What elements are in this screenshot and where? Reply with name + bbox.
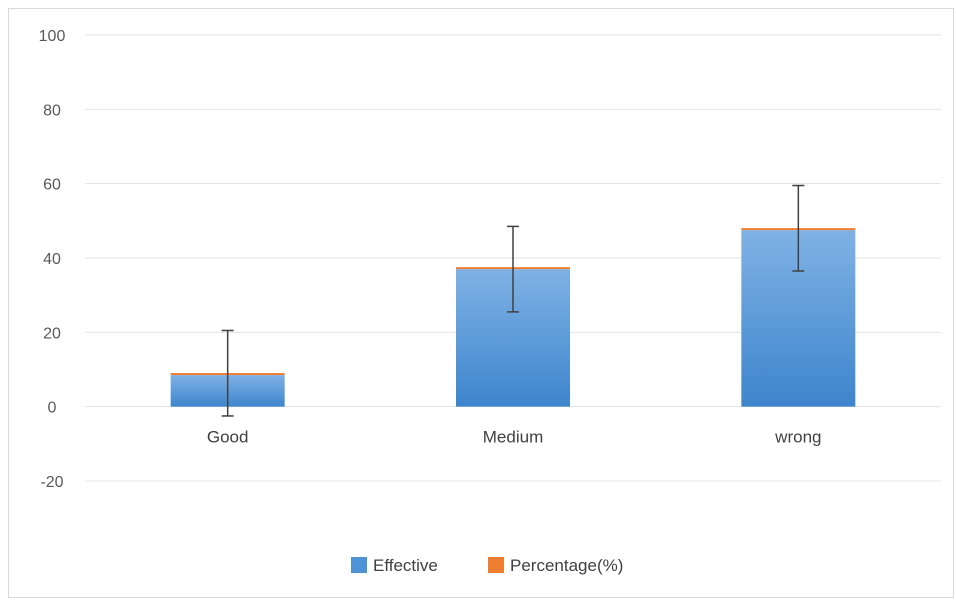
y-tick-label: -20 bbox=[40, 474, 63, 491]
x-category-label: wrong bbox=[774, 428, 821, 447]
x-category-label: Good bbox=[207, 428, 249, 447]
y-tick-label: 100 bbox=[39, 28, 66, 45]
y-tick-label: 0 bbox=[48, 400, 57, 417]
x-axis-categories: Good Medium wrong bbox=[207, 428, 822, 447]
legend-swatch bbox=[351, 557, 367, 573]
y-tick-label: 20 bbox=[43, 325, 61, 342]
error-bars bbox=[221, 184, 805, 417]
legend-label: Percentage(%) bbox=[510, 556, 623, 575]
y-tick-label: 60 bbox=[43, 177, 61, 194]
y-tick-label: 80 bbox=[43, 102, 61, 119]
legend-label: Effective bbox=[373, 556, 438, 575]
x-category-label: Medium bbox=[483, 428, 543, 447]
legend: Effective Percentage(%) bbox=[351, 556, 623, 575]
y-tick-label: 40 bbox=[43, 251, 61, 268]
legend-swatch bbox=[488, 557, 504, 573]
y-axis-ticks: -20 0 20 40 60 80 100 bbox=[39, 28, 66, 491]
